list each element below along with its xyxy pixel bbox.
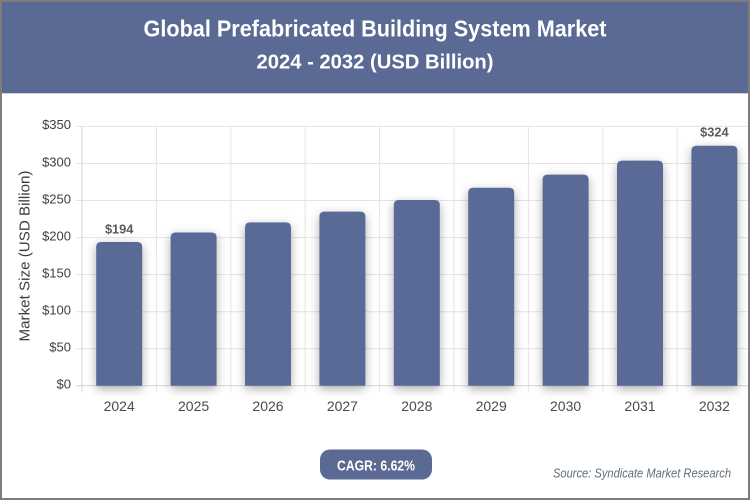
- svg-text:2028: 2028: [401, 398, 432, 414]
- svg-text:2024: 2024: [104, 398, 135, 414]
- svg-text:2029: 2029: [476, 398, 507, 414]
- svg-text:$50: $50: [49, 340, 71, 355]
- svg-text:2025: 2025: [178, 398, 209, 414]
- svg-text:2032: 2032: [699, 398, 730, 414]
- svg-text:$324: $324: [700, 125, 729, 140]
- svg-text:Global Prefabricated Building: Global Prefabricated Building System Mar…: [144, 16, 607, 42]
- svg-text:CAGR: 6.62%: CAGR: 6.62%: [337, 457, 415, 474]
- svg-text:$350: $350: [42, 117, 71, 132]
- svg-text:2024 - 2032 (USD Billion): 2024 - 2032 (USD Billion): [257, 52, 494, 74]
- svg-text:2030: 2030: [550, 398, 581, 414]
- svg-text:$100: $100: [42, 303, 71, 318]
- svg-text:$300: $300: [42, 154, 71, 169]
- svg-text:$0: $0: [57, 377, 71, 392]
- svg-text:2026: 2026: [252, 398, 283, 414]
- svg-text:$150: $150: [42, 265, 71, 280]
- svg-text:2027: 2027: [327, 398, 358, 414]
- svg-text:Market Size (USD Billion): Market Size (USD Billion): [17, 171, 34, 342]
- svg-text:$250: $250: [42, 191, 71, 206]
- svg-text:2031: 2031: [624, 398, 655, 414]
- svg-text:Source: Syndicate Market Resea: Source: Syndicate Market Research: [553, 466, 731, 480]
- svg-text:$200: $200: [42, 228, 71, 243]
- svg-text:$194: $194: [105, 221, 134, 236]
